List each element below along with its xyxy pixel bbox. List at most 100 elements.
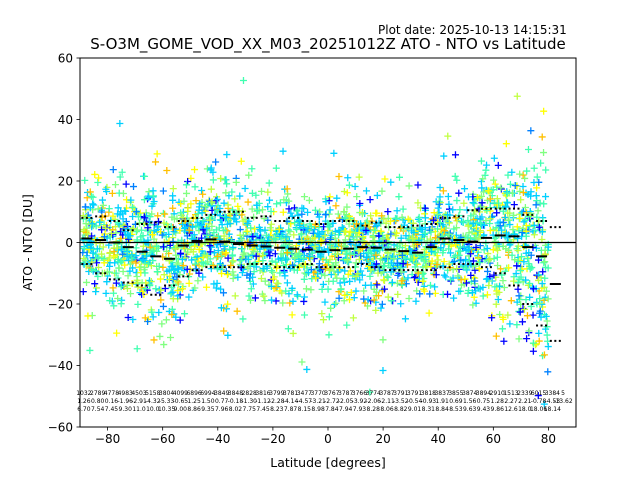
scatter-point [289, 297, 297, 305]
scatter-point [475, 235, 483, 243]
scatter-point [171, 245, 179, 253]
scatter-point [280, 196, 288, 204]
scatter-point [373, 281, 381, 289]
scatter-point [334, 253, 342, 261]
scatter-point [526, 280, 534, 288]
y-tick-label: 40 [58, 113, 73, 127]
scatter-point [542, 312, 550, 320]
scatter-point [355, 229, 363, 237]
scatter-point [342, 227, 350, 235]
scatter-point [383, 272, 391, 280]
bin-stats-label: 3874 1.56 9.63 [462, 390, 477, 413]
scatter-point [361, 299, 369, 307]
scatter-point [261, 226, 269, 234]
scatter-point [244, 198, 252, 206]
scatter-point [207, 166, 215, 174]
scatter-point [84, 312, 92, 320]
scatter-point [503, 199, 511, 207]
scatter-point [268, 296, 276, 304]
scatter-point [109, 230, 117, 238]
scatter-point [162, 316, 170, 324]
scatter-point [179, 214, 187, 222]
scatter-point [200, 260, 208, 268]
scatter-point [295, 263, 303, 271]
scatter-point [304, 225, 312, 233]
scatter-point [369, 255, 377, 263]
scatter-point [540, 296, 548, 304]
scatter-point [191, 183, 199, 191]
scatter-point [522, 296, 530, 304]
scatter-point [245, 171, 253, 179]
scatter-point [321, 298, 329, 306]
scatter-point [159, 243, 167, 251]
chart-title: S-O3M_GOME_VOD_XX_M03_20251012Z ATO - NT… [90, 35, 566, 53]
scatter-point [460, 199, 468, 207]
scatter-point [436, 219, 444, 227]
scatter-point [440, 257, 448, 265]
scatter-point [398, 251, 406, 259]
scatter-point [483, 161, 491, 169]
scatter-point [273, 279, 281, 287]
x-tick-label: 40 [431, 432, 446, 446]
scatter-point [456, 206, 464, 214]
scatter-point [454, 272, 462, 280]
scatter-point [377, 304, 385, 312]
scatter-point [129, 264, 137, 272]
scatter-point [373, 209, 381, 217]
scatter-point [239, 217, 247, 225]
scatter-point [270, 235, 278, 243]
scatter-point [428, 215, 436, 223]
scatter-point [198, 221, 206, 229]
scatter-point [218, 270, 226, 278]
scatter-point [394, 271, 402, 279]
scatter-point [479, 175, 487, 183]
scatter-point [435, 200, 443, 208]
scatter-point [278, 289, 286, 297]
scatter-point [195, 269, 203, 277]
scatter-point [391, 214, 399, 222]
scatter-point [315, 260, 323, 268]
scatter-point [239, 231, 247, 239]
scatter-point [459, 218, 467, 226]
scatter-point [394, 242, 402, 250]
scatter-point [325, 266, 333, 274]
scatter-point [112, 229, 120, 237]
scatter-point [144, 260, 152, 268]
scatter-point [540, 283, 548, 291]
scatter-point [293, 207, 301, 215]
scatter-point [249, 233, 257, 241]
scatter-point [491, 238, 499, 246]
bin-stats-label: 2828 -1.30 7.75 [241, 390, 257, 413]
scatter-point [88, 220, 96, 228]
scatter-point [98, 196, 106, 204]
bin-stats-label: 4778 0.16 7.45 [104, 390, 119, 413]
scatter-point [132, 259, 140, 267]
scatter-point [522, 221, 530, 229]
scatter-point [366, 388, 374, 396]
scatter-point [261, 277, 269, 285]
scatter-point [106, 249, 114, 257]
scatter-point [268, 267, 276, 275]
scatter-point [106, 297, 114, 305]
scatter-point [238, 211, 246, 219]
scatter-point [491, 180, 499, 188]
scatter-point [535, 256, 543, 264]
scatter-point [530, 231, 538, 239]
scatter-point [311, 243, 319, 251]
scatter-point [355, 255, 363, 263]
scatter-point [123, 281, 131, 289]
scatter-point [513, 223, 521, 231]
scatter-point [337, 285, 345, 293]
bin-stats-label: 2339 2.21 18.0 [517, 390, 532, 413]
scatter-point [139, 242, 147, 250]
scatter-point [88, 265, 96, 273]
scatter-point [357, 259, 365, 267]
scatter-point [522, 232, 530, 240]
scatter-point [282, 256, 290, 264]
scatter-point [198, 186, 206, 194]
scatter-point [455, 251, 463, 259]
scatter-point [499, 207, 507, 215]
scatter-point [136, 209, 144, 217]
scatter-point [298, 210, 306, 218]
scatter-point [493, 290, 501, 298]
